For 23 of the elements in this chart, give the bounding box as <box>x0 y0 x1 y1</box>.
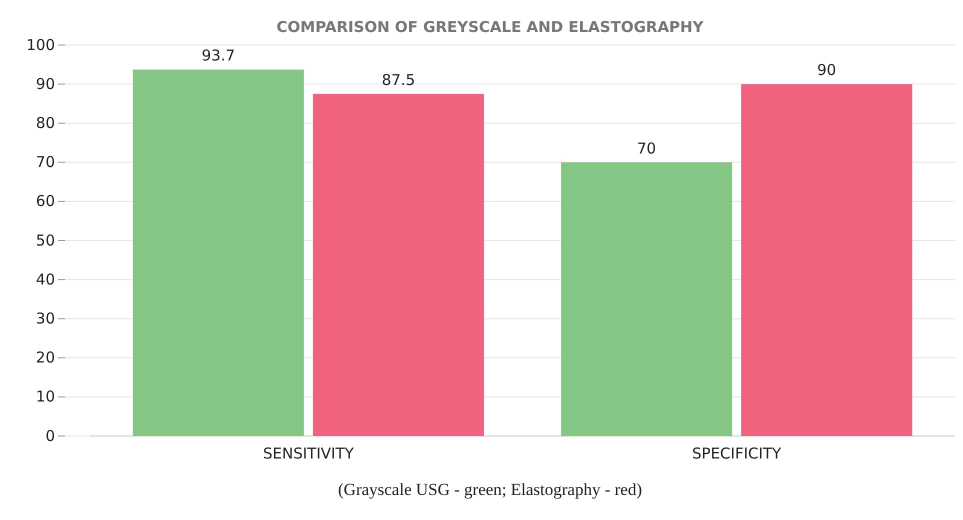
y-tick-label: 30 <box>36 310 55 328</box>
y-tick-label: 40 <box>36 270 55 288</box>
x-tick-label: SENSITIVITY <box>263 444 355 462</box>
data-label: 87.5 <box>382 70 416 89</box>
data-label: 93.7 <box>202 46 236 65</box>
y-tick-label: 20 <box>36 348 55 367</box>
y-tick-label: 80 <box>36 114 55 132</box>
bar <box>741 84 912 436</box>
chart-title: COMPARISON OF GREYSCALE AND ELASTOGRAPHY <box>276 18 705 36</box>
data-label: 70 <box>637 139 656 158</box>
bar <box>132 70 304 436</box>
y-tick-label: 60 <box>36 192 55 210</box>
y-tick-label: 0 <box>45 426 55 445</box>
y-tick-label: 90 <box>36 74 55 93</box>
bar <box>312 94 484 436</box>
y-tick-label: 10 <box>36 388 55 406</box>
x-tick-label: SPECIFICITY <box>692 444 782 462</box>
y-tick-label: 100 <box>26 36 55 54</box>
y-tick-label: 70 <box>36 153 55 172</box>
text: (Grayscale USG - green; Elastography - red) <box>338 480 642 499</box>
data-label: 90 <box>817 61 836 80</box>
y-tick-label: 50 <box>36 231 55 250</box>
bar <box>561 162 732 436</box>
